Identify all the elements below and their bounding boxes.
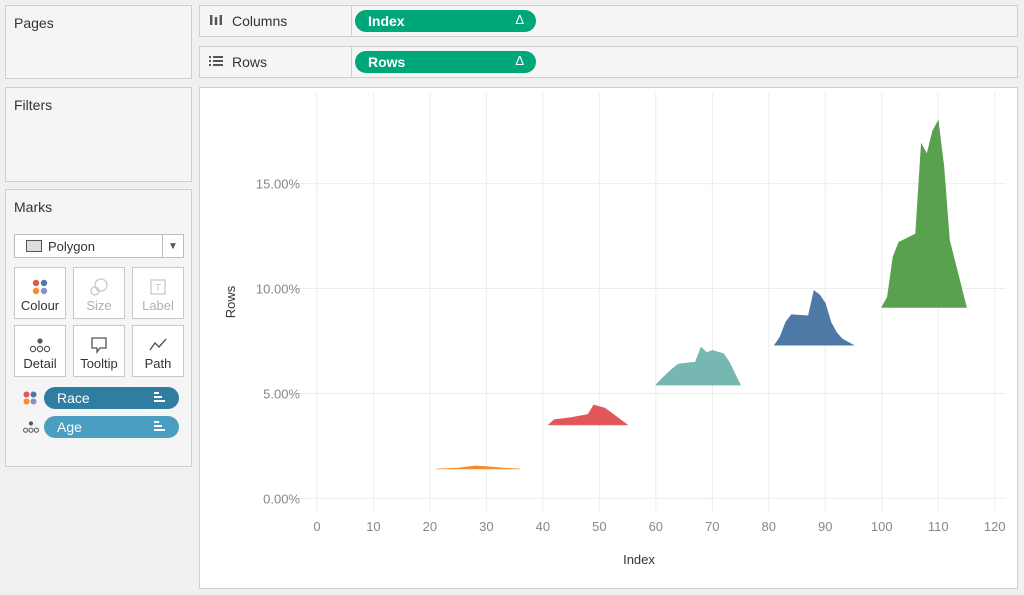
marks-title: Marks (14, 199, 53, 215)
tooltip-icon (74, 332, 124, 358)
area-series-3 (773, 290, 855, 346)
x-tick-label: 50 (592, 519, 606, 534)
chart-svg: 0 10 20 30 40 50 60 70 80 90 100 110 120 0.00% 5.00% 10… (223, 93, 1006, 567)
area-series-1 (547, 404, 629, 426)
path-button[interactable]: Path (132, 325, 184, 377)
rows-icon (208, 55, 224, 70)
rows-shelf-label-area: Rows (200, 47, 352, 77)
x-tick-label: 90 (818, 519, 832, 534)
x-tick-label: 80 (762, 519, 776, 534)
detail-icon (15, 332, 65, 358)
columns-icon (208, 14, 224, 29)
tooltip-label: Tooltip (80, 356, 118, 371)
marks-card: Marks Polygon ▼ Colour Size T (5, 189, 192, 467)
polygon-icon (26, 240, 42, 252)
label-label: Label (142, 298, 174, 313)
label-button: T Label (132, 267, 184, 319)
filters-title: Filters (14, 97, 53, 113)
x-tick-label: 100 (871, 519, 893, 534)
rows-pill-label: Rows (368, 54, 406, 70)
sort-icon (154, 392, 165, 404)
viz-view[interactable]: 0 10 20 30 40 50 60 70 80 90 100 110 120 0.00% 5.00% 10… (199, 87, 1018, 589)
size-button: Size (73, 267, 125, 319)
svg-text:T: T (155, 283, 161, 294)
mark-type-label: Polygon (48, 238, 95, 254)
x-tick-label: 120 (984, 519, 1006, 534)
x-tick-label: 10 (366, 519, 380, 534)
colour-button[interactable]: Colour (14, 267, 66, 319)
size-label: Size (86, 298, 112, 313)
colour-icon (15, 274, 65, 300)
rows-label: Rows (232, 54, 268, 70)
rows-shelf[interactable]: Rows Rows Δ (199, 46, 1018, 78)
x-tick-label: 20 (423, 519, 437, 534)
mark-type-dropdown[interactable]: Polygon ▼ (14, 234, 184, 258)
detail-icon (23, 421, 39, 433)
area-series-0 (435, 465, 521, 470)
delta-icon: Δ (515, 12, 524, 27)
columns-label: Columns (232, 13, 288, 29)
x-tick-label: 30 (479, 519, 493, 534)
size-icon (74, 274, 124, 300)
y-tick-label: 5.00% (263, 386, 300, 401)
pages-card: Pages (5, 5, 192, 79)
filters-card: Filters (5, 87, 192, 182)
y-tick-label: 15.00% (256, 177, 301, 192)
race-pill[interactable]: Race (44, 387, 179, 409)
y-axis-title: Rows (223, 285, 238, 318)
rows-pill[interactable]: Rows Δ (355, 51, 536, 73)
delta-icon: Δ (515, 53, 524, 68)
path-label: Path (144, 356, 172, 371)
columns-shelf-label-area: Columns (200, 6, 352, 36)
columns-shelf[interactable]: Columns Index Δ (199, 5, 1018, 37)
detail-button[interactable]: Detail (14, 325, 66, 377)
index-pill[interactable]: Index Δ (355, 10, 536, 32)
area-series-4 (881, 119, 967, 308)
detail-label: Detail (23, 356, 57, 371)
x-tick-label: 60 (649, 519, 663, 534)
y-tick-label: 0.00% (263, 491, 300, 506)
race-pill-label: Race (57, 390, 90, 406)
chevron-down-icon[interactable]: ▼ (162, 235, 183, 257)
sort-icon (154, 421, 165, 433)
path-icon (133, 332, 183, 358)
pages-title: Pages (14, 15, 54, 31)
x-tick-label: 40 (536, 519, 550, 534)
age-pill[interactable]: Age (44, 416, 179, 438)
x-tick-label: 70 (705, 519, 719, 534)
colour-icon (23, 391, 37, 405)
x-tick-label: 110 (928, 519, 949, 534)
label-icon: T (133, 274, 183, 300)
colour-label: Colour (20, 298, 60, 313)
age-pill-label: Age (57, 419, 82, 435)
y-tick-label: 10.00% (256, 282, 301, 297)
x-axis-title: Index (623, 552, 655, 567)
x-tick-label: 0 (313, 519, 320, 534)
tooltip-button[interactable]: Tooltip (73, 325, 125, 377)
area-series-2 (655, 346, 741, 386)
index-pill-label: Index (368, 13, 405, 29)
